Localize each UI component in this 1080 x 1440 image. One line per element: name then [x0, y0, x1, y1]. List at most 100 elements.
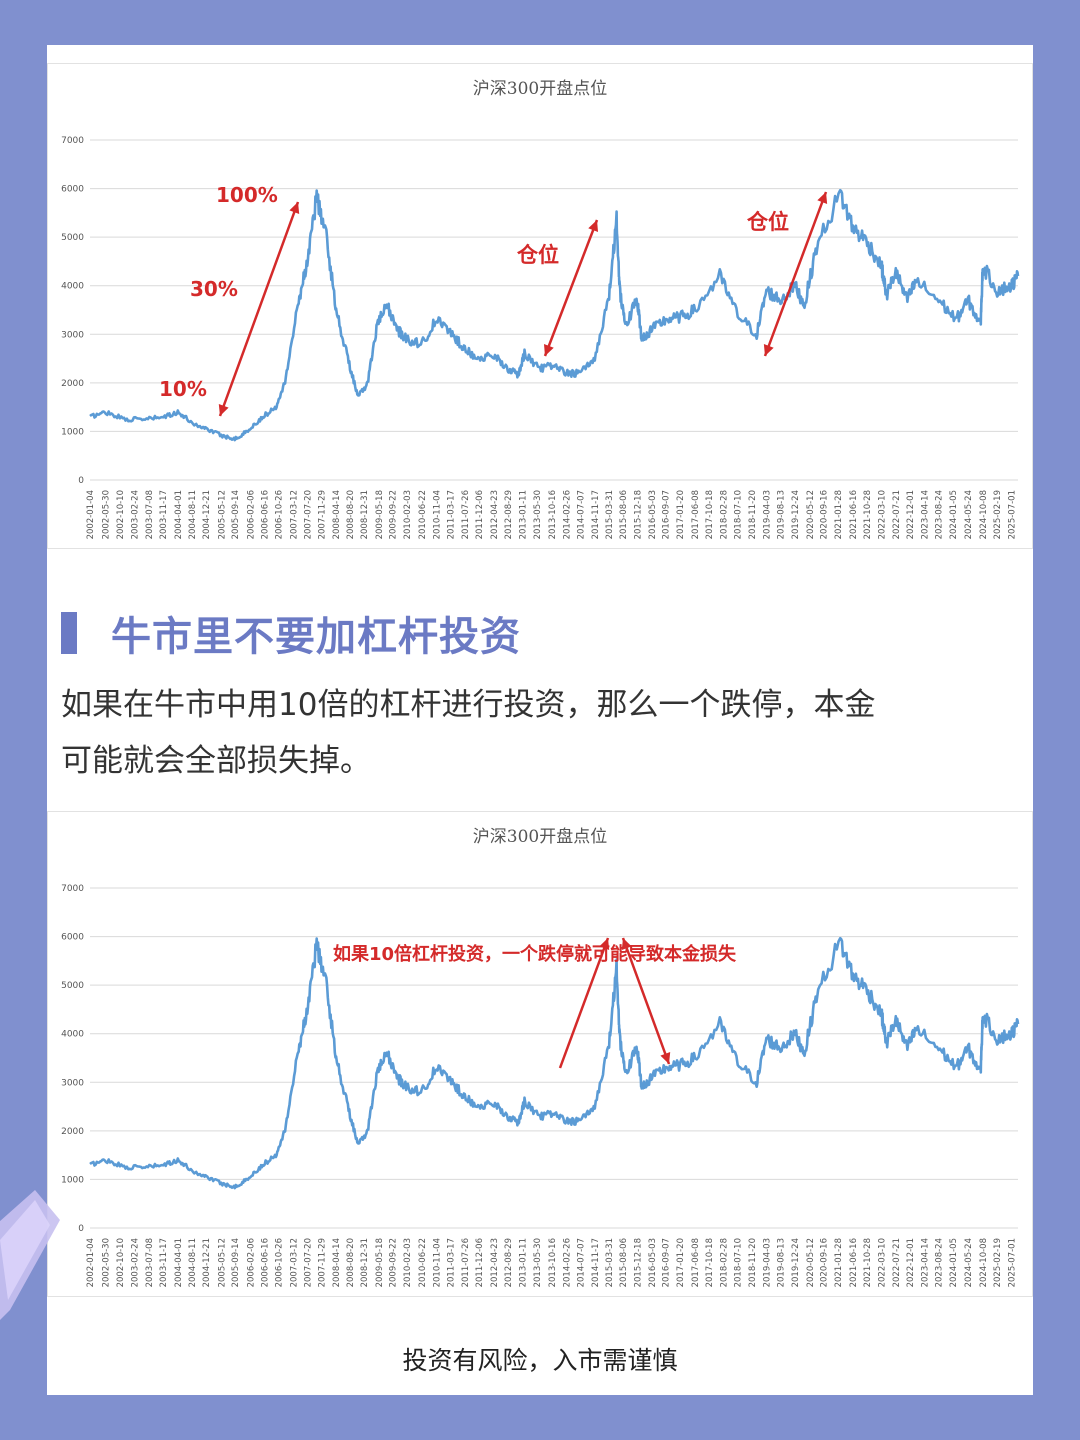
x-tick-label: 2018-11-20: [748, 1238, 758, 1287]
body-paragraph: 如果在牛市中用10倍的杠杆进行投资，那么一个跌停，本金 可能就会全部损失掉。: [61, 677, 1011, 789]
x-tick-label: 2022-07-21: [892, 490, 902, 539]
x-tick-label: 2005-09-14: [231, 490, 241, 539]
x-tick-label: 2016-09-07: [662, 490, 672, 539]
chart-bottom: 沪深300开盘点位 0 1000 2000 3000 4000 5000 6000 7000 20…: [61, 827, 1020, 1287]
x-tick-label: 2018-02-28: [720, 490, 730, 539]
arrow-head: [218, 404, 229, 416]
y-tick-label: 6000: [61, 933, 84, 943]
x-tick-label: 2004-12-21: [202, 490, 212, 539]
x-tick-label: 2009-05-18: [375, 1238, 385, 1287]
x-tick-label: 2023-04-14: [920, 490, 930, 539]
x-tick-label: 2017-01-20: [676, 1238, 686, 1287]
x-tick-label: 2015-08-06: [619, 1238, 629, 1287]
x-tick-label: 2021-01-28: [834, 490, 844, 539]
x-tick-label: 2010-11-04: [432, 1238, 442, 1287]
x-tick-label: 2015-03-31: [605, 1238, 615, 1287]
x-tick-label: 2023-04-14: [920, 1238, 930, 1287]
x-tick-label: 2007-03-12: [289, 490, 299, 539]
x-tick-label: 2005-09-14: [231, 1238, 241, 1287]
x-tick-label: 2006-06-16: [260, 1238, 270, 1287]
x-tick-label: 2004-08-11: [188, 1238, 198, 1287]
x-tick-label: 2019-12-24: [791, 1238, 801, 1287]
y-tick-label: 4000: [61, 282, 84, 292]
y-tick-label: 0: [78, 1224, 84, 1234]
y-tick-label: 5000: [61, 233, 84, 243]
x-tick-label: 2006-02-06: [246, 1238, 256, 1287]
x-tick-label: 2025-02-19: [993, 490, 1003, 539]
y-tick-label: 6000: [61, 185, 84, 195]
x-tick-label: 2006-02-06: [246, 490, 256, 539]
arrow-head: [763, 344, 774, 356]
x-tick-label: 2018-11-20: [748, 490, 758, 539]
x-tick-label: 2022-03-10: [878, 1238, 888, 1287]
x-tick-label: 2008-04-14: [332, 1238, 342, 1287]
x-tick-label: 2021-06-16: [849, 1238, 859, 1287]
x-tick-label: 2011-03-17: [447, 490, 457, 539]
x-tick-label: 2011-12-06: [475, 1238, 485, 1287]
x-tick-label: 2014-02-26: [562, 490, 572, 539]
x-tick-label: 2002-10-10: [116, 490, 126, 539]
x-tick-label: 2009-09-22: [389, 1238, 399, 1287]
x-tick-label: 2013-01-11: [518, 1238, 528, 1287]
x-tick-label: 2006-10-26: [275, 490, 285, 539]
x-tick-label: 2018-07-10: [734, 490, 744, 539]
x-tick-label: 2020-09-16: [820, 1238, 830, 1287]
x-tick-label: 2022-12-01: [906, 490, 916, 539]
x-tick-label: 2011-07-26: [461, 1238, 471, 1287]
x-tick-label: 2008-12-31: [360, 490, 370, 539]
x-tick-label: 2020-05-12: [806, 1238, 816, 1287]
chart-panel-bottom: 沪深300开盘点位 0 1000 2000 3000 4000 5000 6000 7000 20…: [47, 811, 1033, 1297]
paragraph-line-1: 如果在牛市中用10倍的杠杆进行投资，那么一个跌停，本金: [61, 687, 876, 723]
x-tick-label: 2008-08-20: [346, 490, 356, 539]
chart-title: 沪深300开盘点位: [473, 79, 607, 99]
x-tick-label: 2017-10-18: [705, 1238, 715, 1287]
x-tick-label: 2021-01-28: [834, 1238, 844, 1287]
y-tick-label: 2000: [61, 1127, 84, 1137]
footer-disclaimer: 投资有风险，入市需谨慎: [402, 1346, 678, 1375]
x-tick-label: 2024-10-08: [979, 490, 989, 539]
x-tick-label: 2004-04-01: [174, 1238, 184, 1287]
x-tick-label: 2014-11-17: [591, 1238, 601, 1287]
x-tick-label: 2014-11-17: [591, 490, 601, 539]
x-tick-label: 2025-07-01: [1007, 1238, 1017, 1287]
x-tick-label: 2013-05-30: [533, 490, 543, 539]
x-tick-label: 2015-12-18: [633, 1238, 643, 1287]
series-line: [89, 936, 1020, 1190]
arrow-head: [660, 1052, 671, 1064]
x-tick-label: 2004-12-21: [202, 1238, 212, 1287]
x-tick-label: 2004-04-01: [174, 490, 184, 539]
x-tick-label: 2002-05-30: [102, 490, 112, 539]
x-tick-label: 2019-12-24: [791, 490, 801, 539]
x-tick-label: 2003-02-24: [131, 1238, 141, 1287]
x-tick-label: 2025-07-01: [1007, 490, 1017, 539]
x-tick-label: 2008-12-31: [360, 1238, 370, 1287]
x-tick-label: 2010-06-22: [418, 490, 428, 539]
x-tick-label: 2010-11-04: [432, 490, 442, 539]
y-tick-label: 5000: [61, 981, 84, 991]
arrow-leverage-up: [558, 937, 610, 1069]
label-position-1: 仓位: [516, 243, 559, 267]
x-tick-label: 2002-01-04: [86, 490, 96, 539]
arrow-head: [289, 202, 300, 214]
x-tick-label: 2012-04-23: [490, 1238, 500, 1287]
x-tick-label: 2011-03-17: [447, 1238, 457, 1287]
arrow-head: [621, 938, 632, 950]
decorative-ribbon-icon: [0, 1190, 60, 1320]
y-tick-label: 7000: [61, 136, 84, 146]
x-tick-label: 2014-02-26: [562, 1238, 572, 1287]
x-tick-label: 2021-10-28: [863, 1238, 873, 1287]
y-tick-label: 3000: [61, 330, 84, 340]
x-tick-label: 2003-07-08: [145, 490, 155, 539]
label-10-percent: 10%: [159, 377, 207, 401]
x-tick-label: 2022-12-01: [906, 1238, 916, 1287]
chart-top: 沪深300开盘点位 0 1000 2000 3000 4000 5000 6000 7000 20…: [61, 79, 1020, 539]
x-tick-label: 2021-06-16: [849, 490, 859, 539]
label-100-percent: 100%: [216, 183, 278, 207]
x-tick-label: 2005-05-12: [217, 1238, 227, 1287]
x-tick-label: 2022-07-21: [892, 1238, 902, 1287]
x-tick-label: 2017-06-08: [691, 1238, 701, 1287]
y-tick-label: 2000: [61, 379, 84, 389]
label-leverage-warning: 如果10倍杠杆投资，一个跌停就可能导致本金损失: [333, 943, 737, 965]
chart-panel-top: 沪深300开盘点位 0 1000 2000 3000 4000 5000 6000 7000 20…: [47, 63, 1033, 549]
x-tick-label: 2024-05-24: [964, 1238, 974, 1287]
